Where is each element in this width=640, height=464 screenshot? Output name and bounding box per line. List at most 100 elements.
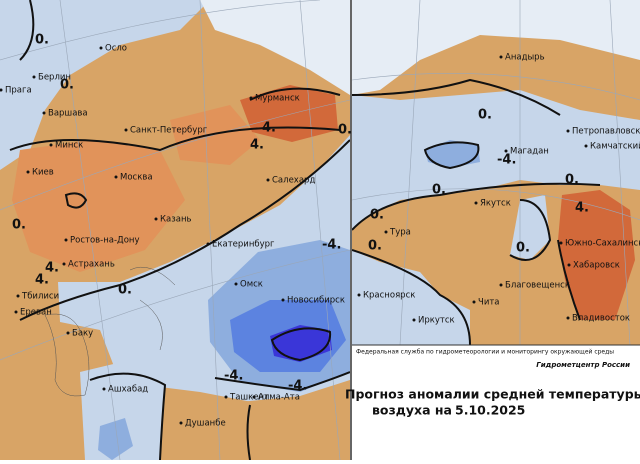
city-label: Камчатский: [590, 142, 640, 152]
city-dot: [16, 294, 20, 298]
city-dot: [102, 387, 106, 391]
contour-label: 0.: [516, 241, 530, 256]
city-label: Ереван: [20, 308, 52, 318]
city-label: Красноярск: [363, 291, 415, 301]
city-label: Екатеринбург: [212, 240, 275, 250]
city-dot: [504, 149, 508, 153]
city-dot: [99, 46, 103, 50]
city-label: Баку: [72, 329, 93, 339]
city-dot: [26, 170, 30, 174]
city-dot: [64, 238, 68, 242]
city-dot: [14, 310, 18, 314]
agency-credit: Федеральная служба по гидрометеорологии …: [356, 349, 614, 356]
city-dot: [179, 421, 183, 425]
city-label: Владивосток: [572, 314, 630, 324]
contour-label: 4.: [262, 121, 276, 136]
city-label: Хабаровск: [573, 261, 620, 271]
contour-label: 0.: [12, 218, 26, 233]
city-label: Варшава: [48, 109, 88, 119]
city-label: Якутск: [480, 199, 511, 209]
caption-title: Прогноз аномалии средней температуры: [345, 387, 640, 402]
contour-label: 4.: [35, 273, 49, 288]
contour-label: -4.: [322, 238, 341, 253]
center-credit: Гидрометцентр России: [536, 361, 630, 369]
city-label: Салехард: [272, 176, 315, 186]
left-map: [0, 0, 350, 460]
city-dot: [49, 143, 53, 147]
city-dot: [249, 96, 253, 100]
city-label: Тбилиси: [21, 292, 59, 302]
city-dot: [584, 144, 588, 148]
city-label: Чита: [478, 298, 500, 308]
city-dot: [266, 178, 270, 182]
contour-label: 0.: [35, 33, 49, 48]
city-label: Иркутск: [418, 316, 455, 326]
city-label: Осло: [105, 44, 127, 54]
contour-label: 0.: [60, 78, 74, 93]
city-label: Астрахань: [68, 260, 115, 270]
city-label: Киев: [32, 168, 54, 178]
city-label: Прага: [5, 86, 32, 96]
city-dot: [62, 262, 66, 266]
city-dot: [566, 129, 570, 133]
labels: Осло Берлин Прага Варшава Минск Санкт-Петербу…: [0, 33, 640, 429]
city-label: Ташкент: [229, 393, 269, 403]
contour-label: 4.: [575, 201, 589, 216]
city-dot: [472, 300, 476, 304]
city-dot: [499, 283, 503, 287]
city-label: Минск: [55, 141, 83, 151]
contour-label: 0.: [370, 208, 384, 223]
city-dot: [206, 242, 210, 246]
contour-label: 0.: [432, 183, 446, 198]
city-label: Благовещенск: [505, 281, 570, 291]
city-label: Новосибирск: [287, 296, 345, 306]
city-dot: [566, 316, 570, 320]
city-dot: [66, 331, 70, 335]
city-label: Алма-Ата: [258, 393, 300, 403]
caption-date: 5.10.2025: [455, 403, 525, 418]
city-label: Южно-Сахалинск: [565, 239, 640, 249]
contour-label: 0.: [118, 283, 132, 298]
right-map: [352, 0, 640, 345]
city-dot: [474, 201, 478, 205]
city-dot: [567, 263, 571, 267]
city-dot: [154, 217, 158, 221]
city-label: Тура: [389, 228, 411, 238]
contour-label: -4.: [224, 369, 243, 384]
city-label: Берлин: [38, 73, 71, 83]
contour-label: 4.: [250, 138, 264, 153]
city-dot: [252, 395, 256, 399]
city-dot: [281, 298, 285, 302]
contour-label: 0.: [478, 108, 492, 123]
city-label: Мурманск: [255, 94, 300, 104]
caption-subtitle: воздуха на: [372, 403, 452, 418]
city-dot: [0, 88, 3, 92]
city-label: Магадан: [510, 147, 549, 157]
city-label: Санкт-Петербург: [130, 126, 208, 136]
city-dot: [42, 111, 46, 115]
contour-label: 0.: [565, 173, 579, 188]
city-label: Ашхабад: [108, 385, 148, 395]
contour-label: 0.: [368, 239, 382, 254]
city-dot: [224, 395, 228, 399]
city-label: Москва: [120, 173, 153, 183]
city-dot: [384, 230, 388, 234]
city-dot: [357, 293, 361, 297]
city-dot: [559, 241, 563, 245]
contour-label: -4.: [497, 153, 516, 168]
city-dot: [412, 318, 416, 322]
city-label: Анадырь: [505, 53, 545, 63]
city-dot: [32, 75, 36, 79]
city-dot: [234, 282, 238, 286]
city-dot: [114, 175, 118, 179]
city-label: Ростов-на-Дону: [70, 236, 140, 246]
contour-label: -4.: [288, 379, 307, 394]
city-label: Душанбе: [185, 419, 226, 429]
contour-label: 0.: [338, 123, 352, 138]
city-dot: [499, 55, 503, 59]
city-label: Казань: [160, 215, 192, 225]
contour-label: 4.: [45, 261, 59, 276]
city-label: Омск: [240, 280, 263, 290]
city-dot: [124, 128, 128, 132]
